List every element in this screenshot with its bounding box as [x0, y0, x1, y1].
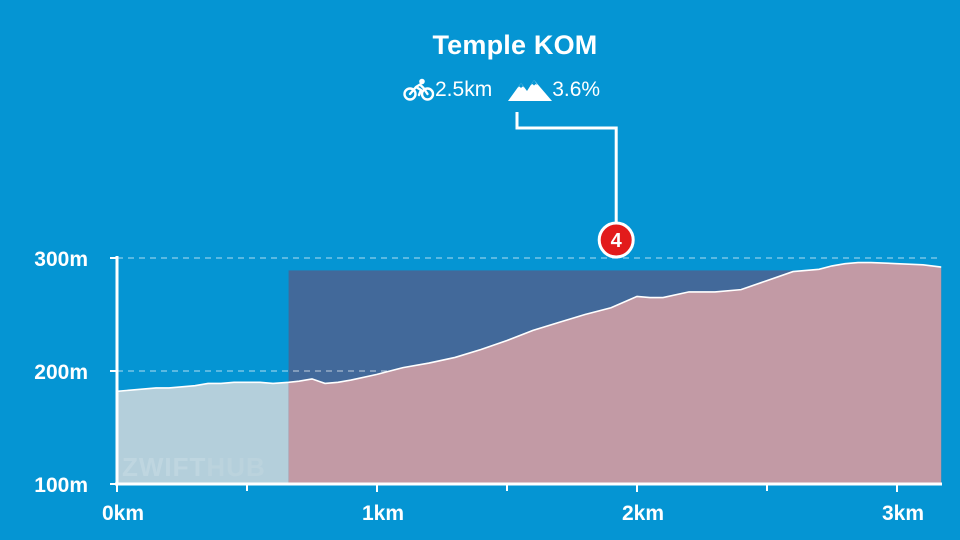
segment-connector-line: [515, 112, 618, 222]
y-tick-label-100: 100m: [34, 474, 88, 497]
segment-number-badge: [597, 221, 635, 259]
y-axis-ticks: 100m 200m 300m: [34, 248, 117, 497]
segment-marker: 4: [597, 221, 635, 259]
segment-stats: 2.5km 3.6%: [403, 76, 600, 104]
bicycle-icon: [403, 78, 435, 102]
watermark-hub: HUB: [206, 452, 265, 482]
segment-title: Temple KOM: [432, 30, 598, 60]
elevation-profile-line: [116, 261, 942, 393]
distance-stat: 2.5km: [403, 78, 492, 102]
x-tick-label-3: 3km: [882, 502, 924, 525]
x-tick-label-2: 2km: [622, 502, 664, 525]
distance-value: 2.5km: [435, 78, 493, 101]
y-tick-label-300: 300m: [34, 248, 88, 271]
elevation-area-segment: [288, 262, 942, 484]
x-axis-ticks: 0km 1km 2km 3km: [102, 484, 924, 525]
gradient-stat: 3.6%: [508, 78, 600, 102]
watermark-zwift: ZWIFT: [122, 452, 206, 482]
y-tick-label-200: 200m: [34, 361, 88, 384]
zwifthub-watermark: ZWIFTHUB: [122, 452, 266, 482]
x-tick-label-1: 1km: [362, 502, 404, 525]
segment-number: 4: [611, 230, 623, 252]
elevation-area-before-segment: [117, 382, 289, 484]
x-tick-label-0: 0km: [102, 502, 144, 525]
gradient-value: 3.6%: [552, 78, 601, 101]
mountain-icon: [508, 79, 553, 101]
